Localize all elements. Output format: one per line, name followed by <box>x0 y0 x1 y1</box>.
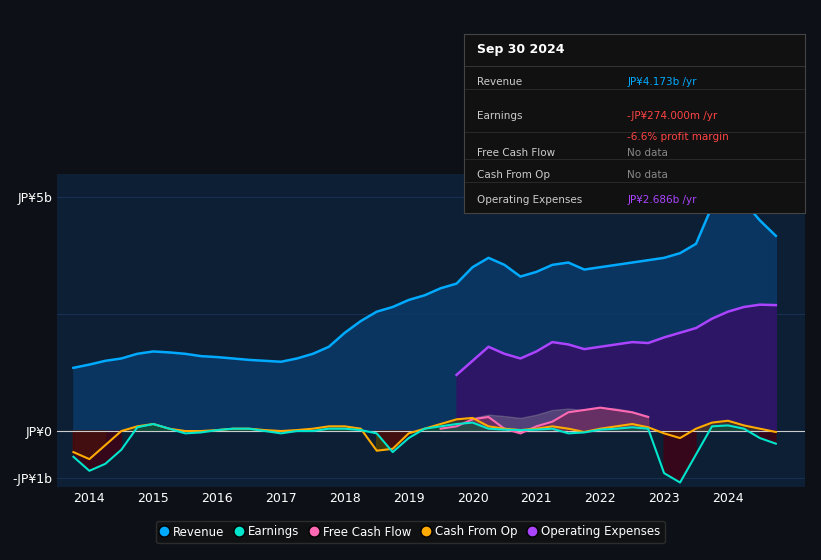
Text: Revenue: Revenue <box>478 77 523 87</box>
Text: JP¥4.173b /yr: JP¥4.173b /yr <box>627 77 697 87</box>
Text: Free Cash Flow: Free Cash Flow <box>478 148 556 158</box>
Text: No data: No data <box>627 170 668 180</box>
Text: -JP¥274.000m /yr: -JP¥274.000m /yr <box>627 111 718 120</box>
Text: Cash From Op: Cash From Op <box>478 170 551 180</box>
Legend: Revenue, Earnings, Free Cash Flow, Cash From Op, Operating Expenses: Revenue, Earnings, Free Cash Flow, Cash … <box>156 521 665 543</box>
Text: JP¥2.686b /yr: JP¥2.686b /yr <box>627 195 697 205</box>
Text: Operating Expenses: Operating Expenses <box>478 195 583 205</box>
Text: Sep 30 2024: Sep 30 2024 <box>478 43 565 55</box>
Text: No data: No data <box>627 148 668 158</box>
Text: Earnings: Earnings <box>478 111 523 120</box>
Text: -6.6% profit margin: -6.6% profit margin <box>627 132 729 142</box>
